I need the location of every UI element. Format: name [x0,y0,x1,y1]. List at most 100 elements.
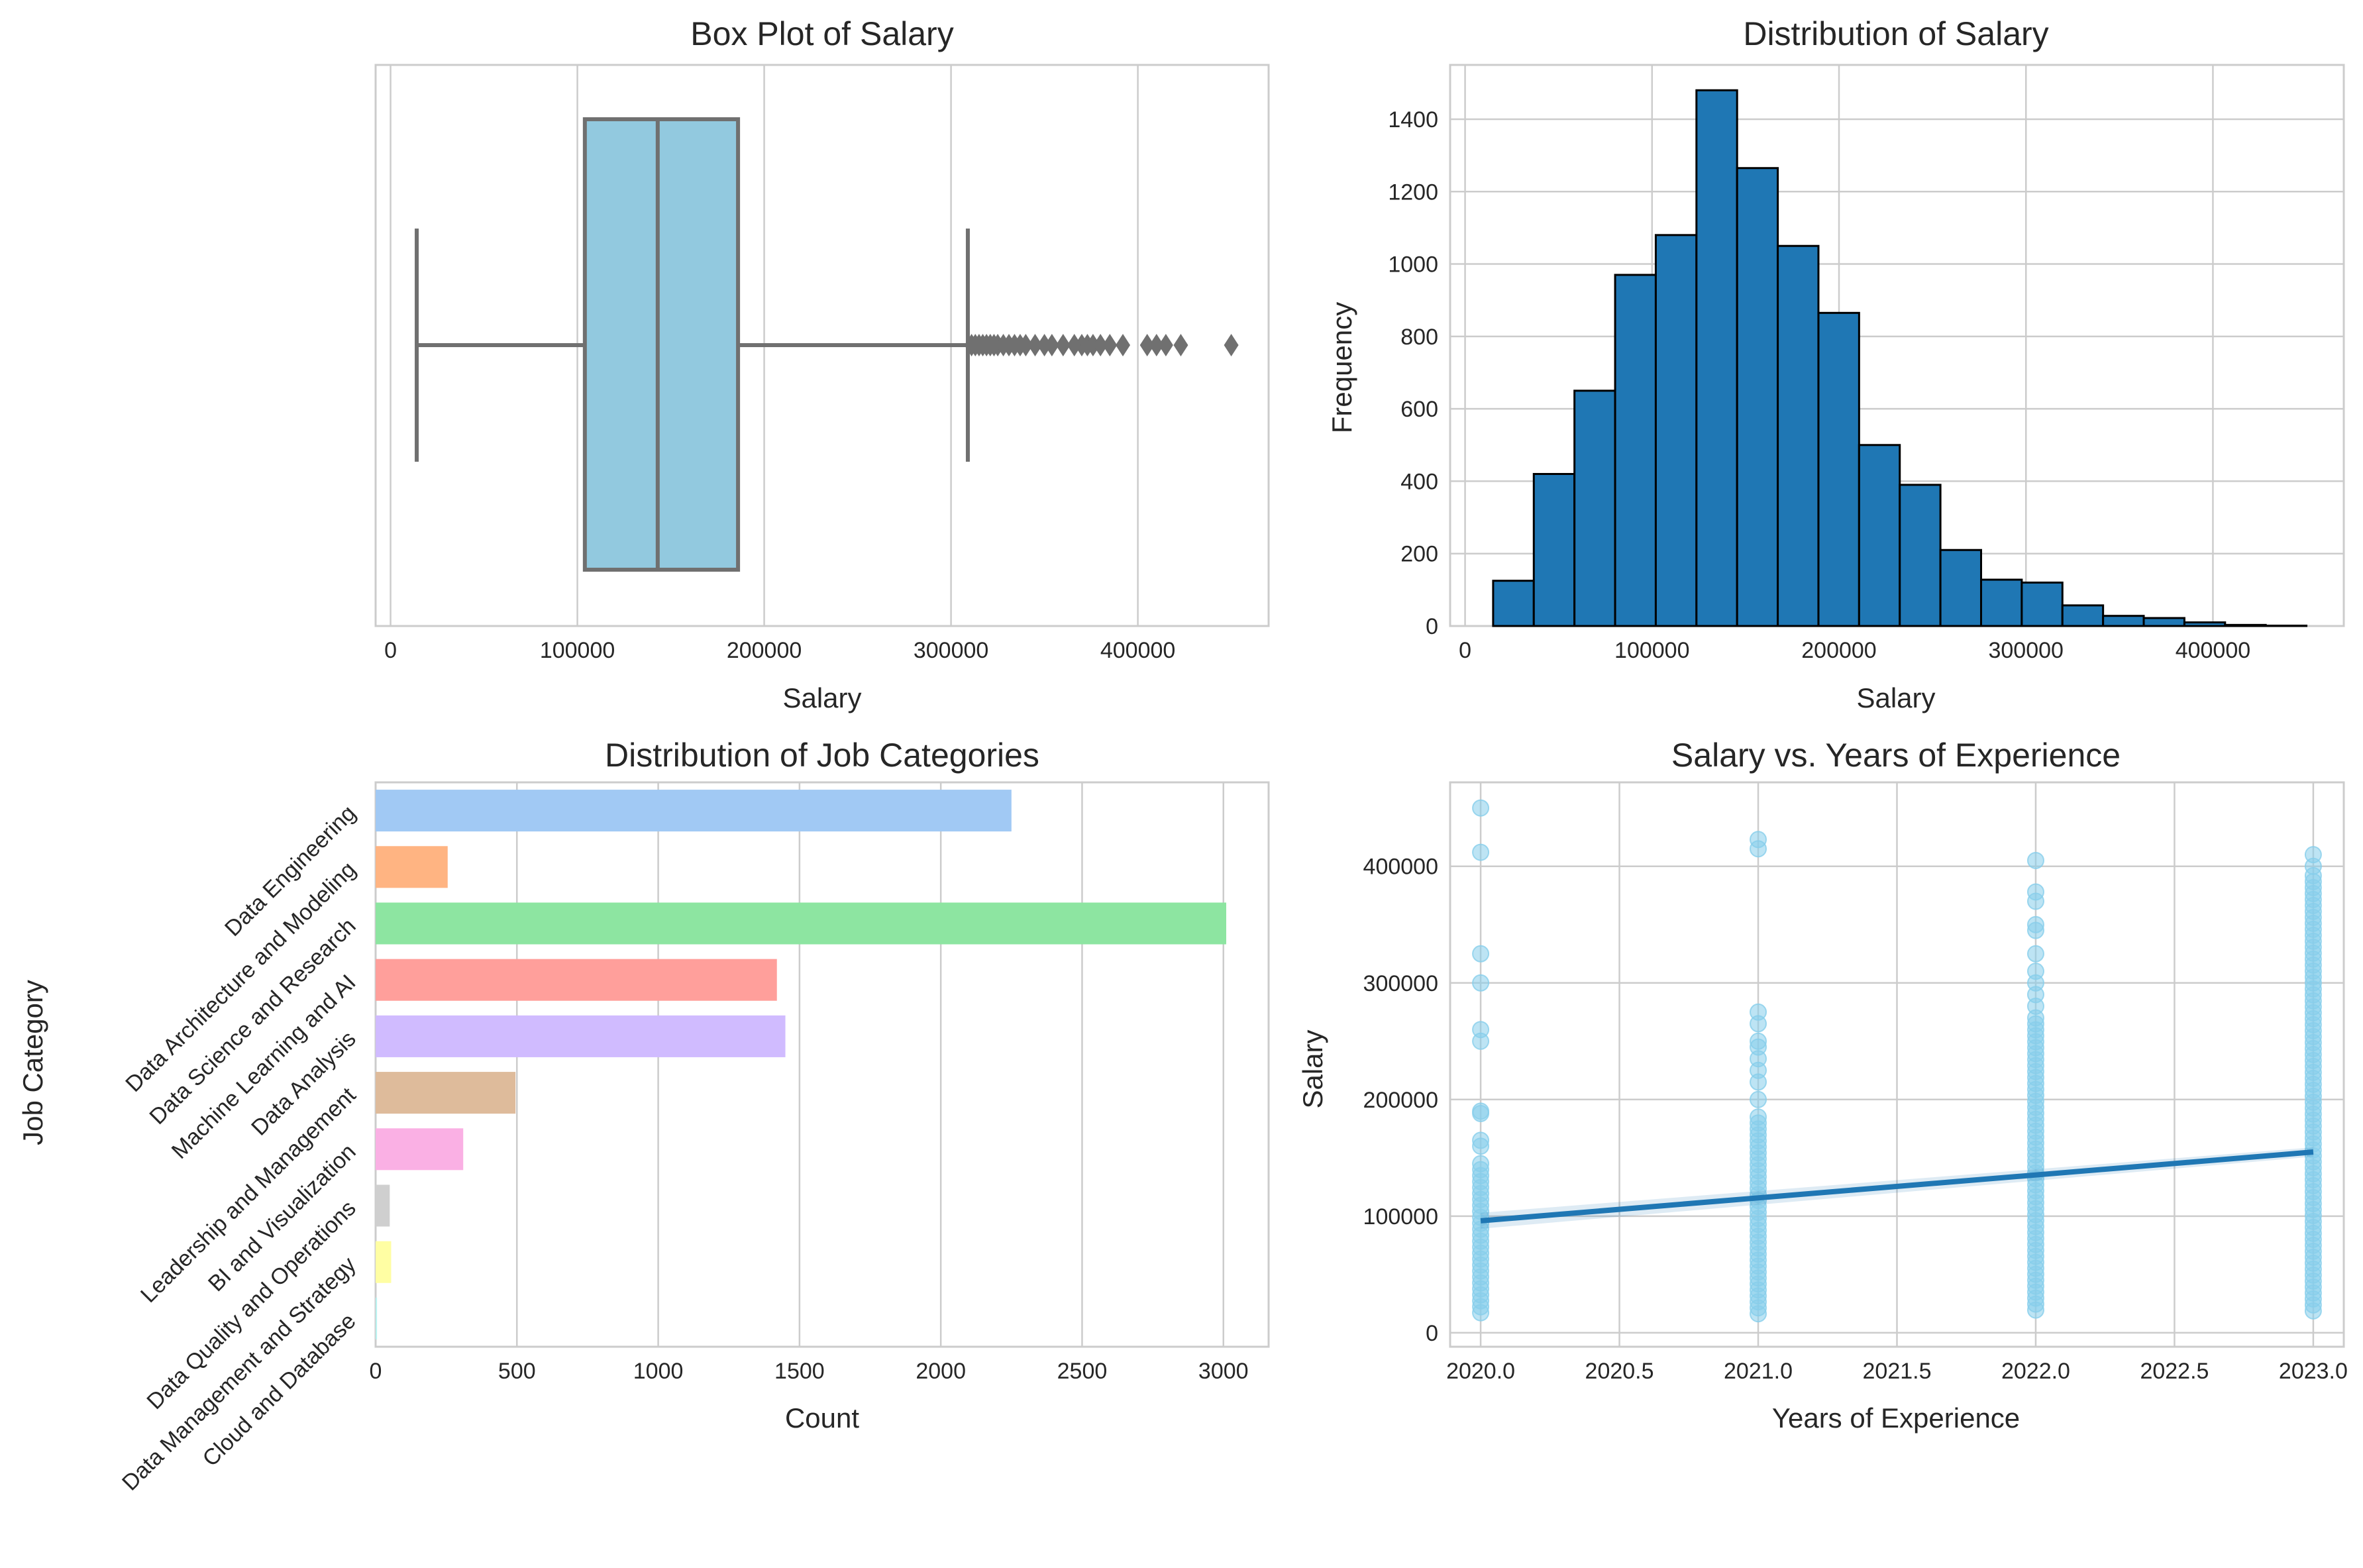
histogram-bar [1939,549,1982,627]
y-tick-label: 1200 [1388,180,1438,205]
data-point [2026,945,2044,963]
data-point [2026,915,2044,933]
outlier-point [1116,334,1131,356]
y-tick-label: 1000 [1388,252,1438,278]
data-point [1750,831,1767,849]
histogram-bar [2021,581,2064,627]
y-tick-label: 300000 [1363,971,1438,996]
x-tick-label: 300000 [1988,638,2063,663]
data-point [2304,846,2322,864]
histogram-bar [2142,617,2185,627]
outlier-point [1149,334,1164,356]
histogram-bar [2061,604,2105,627]
outlier-point [1158,334,1173,356]
x-tick-label: 2500 [1057,1359,1108,1384]
category-label: Data Quality and Operations [142,1196,360,1414]
category-bar [376,790,1012,832]
x-tick-label: 0 [384,638,397,663]
y-tick-label: 600 [1400,397,1438,422]
scatter-panel: Salary vs. Years of Experience Years of … [1297,737,2348,1434]
histogram-bar [1654,234,1698,627]
category-bar [376,1297,378,1339]
histogram-bar [1492,580,1535,627]
histogram-bar [1736,167,1779,627]
category-bar [376,1241,392,1283]
outlier-point [1093,334,1108,356]
scatter-title: Salary vs. Years of Experience [1671,737,2121,774]
boxplot-xlabel: Salary [782,682,861,713]
data-point [1472,799,1490,817]
category-bar [376,1072,516,1114]
data-point [2026,851,2044,869]
boxplot-panel: Box Plot of Salary Salary 0 100000 200000 3… [374,15,1270,713]
outlier-point [1173,334,1188,356]
data-point [1750,1032,1767,1050]
x-tick-label: 100000 [1614,638,1689,663]
histogram-bar [2183,621,2227,627]
x-tick-label: 500 [498,1359,536,1384]
y-tick-label: 400 [1400,469,1438,494]
category-bar [376,959,777,1001]
x-tick-label: 3000 [1198,1359,1249,1384]
histogram-bar [2224,623,2267,627]
scatter-xlabel: Years of Experience [1772,1402,2020,1434]
histogram-bar [1777,244,1820,627]
box-iqr [582,117,741,572]
histogram-bar [1532,472,1576,627]
histogram-bar [1695,89,1738,627]
x-tick-label: 100000 [540,638,615,663]
outlier-point [1018,334,1033,356]
data-point [2026,883,2044,901]
x-tick-label: 2022.0 [2001,1359,2070,1384]
x-tick-label: 200000 [1801,638,1876,663]
y-tick-label: 200 [1400,542,1438,567]
y-tick-label: 1400 [1388,107,1438,132]
x-tick-label: 1500 [774,1359,825,1384]
histogram-bar [1817,311,1860,627]
regression-line [1480,1149,2314,1224]
data-point [1472,974,1490,992]
histogram-title: Distribution of Salary [1743,15,2048,52]
x-tick-label: 2021.5 [1863,1359,1932,1384]
y-tick-label: 100000 [1363,1204,1438,1229]
boxplot-title: Box Plot of Salary [690,15,953,52]
job-category-xlabel: Count [785,1402,859,1434]
plot-frame [374,64,1270,627]
job-category-title: Distribution of Job Categories [605,737,1039,774]
x-tick-label: 2020.5 [1585,1359,1654,1384]
data-point [1750,1305,1767,1323]
y-tick-label: 400000 [1363,855,1438,880]
histogram-xlabel: Salary [1856,682,1935,713]
category-bar [376,1184,390,1227]
data-point [1750,1003,1767,1021]
histogram-bar [1858,444,1901,627]
category-bar [376,1015,786,1057]
x-tick-label: 2022.5 [2140,1359,2209,1384]
outlier-point [1044,334,1059,356]
outlier-point [1037,334,1052,356]
histogram-bar [1614,274,1657,627]
category-bar [376,1128,464,1171]
outlier-point [1139,334,1155,356]
data-point [2026,1301,2044,1319]
x-tick-label: 200000 [727,638,802,663]
y-tick-label: 800 [1400,325,1438,350]
data-point [1472,945,1490,963]
plot-frame [1449,781,2345,1348]
job-category-ylabel: Job Category [17,980,48,1145]
outlier-point [1027,334,1043,356]
outlier-point [1224,334,1239,356]
x-tick-label: 2023.0 [2279,1359,2348,1384]
outlier-point [1067,334,1082,356]
x-tick-label: 400000 [1100,638,1175,663]
x-tick-label: 2020.0 [1446,1359,1515,1384]
outlier-point [1085,334,1100,356]
y-tick-label: 0 [1426,614,1438,639]
category-bar [376,902,1227,945]
data-point [2304,1302,2322,1320]
category-bar [376,846,448,888]
data-point [2026,963,2044,980]
data-point [1472,1304,1490,1322]
histogram-panel: Distribution of Salary Salary Frequency … [1326,15,2345,713]
x-tick-label: 400000 [2176,638,2250,663]
